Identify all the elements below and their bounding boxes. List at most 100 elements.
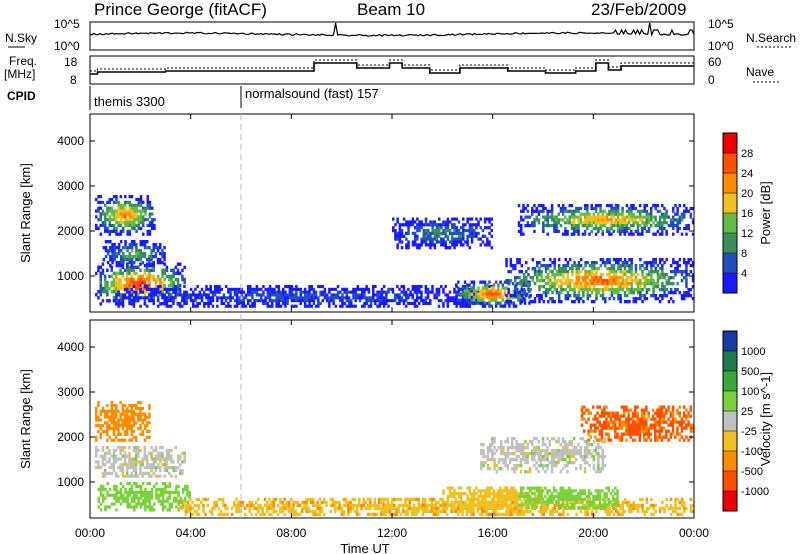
scatter-cell bbox=[539, 506, 543, 510]
scatter-cell bbox=[287, 503, 291, 508]
scatter-cell bbox=[438, 226, 441, 230]
scatter-cell bbox=[577, 224, 580, 228]
scatter-cell bbox=[139, 493, 143, 497]
scatter-cell bbox=[496, 506, 499, 511]
scatter-cell bbox=[577, 276, 581, 280]
scatter-cell bbox=[475, 299, 478, 303]
scatter-cell bbox=[486, 237, 489, 241]
scatter-cell bbox=[117, 206, 120, 210]
scatter-cell bbox=[146, 218, 149, 222]
scatter-cell bbox=[137, 412, 140, 416]
scatter-cell bbox=[538, 267, 541, 271]
scatter-cell bbox=[643, 209, 646, 213]
scatter-cell bbox=[128, 487, 132, 492]
scatter-cell bbox=[347, 509, 350, 514]
noise-right-tick-low: 10^0 bbox=[708, 39, 734, 53]
scatter-cell bbox=[288, 285, 292, 289]
scatter-cell bbox=[621, 279, 625, 283]
scatter-cell bbox=[661, 285, 664, 289]
scatter-cell bbox=[667, 282, 671, 286]
scatter-cell bbox=[179, 290, 182, 294]
scatter-cell bbox=[399, 512, 403, 517]
scatter-cell bbox=[99, 493, 103, 497]
scatter-cell bbox=[314, 509, 317, 514]
scatter-cell bbox=[143, 271, 147, 276]
scatter-cell bbox=[437, 509, 440, 514]
scatter-cell bbox=[669, 297, 673, 301]
scatter-cell bbox=[362, 497, 365, 502]
scatter-cell bbox=[108, 466, 111, 470]
scatter-cell bbox=[119, 490, 123, 494]
scatter-cell bbox=[533, 497, 536, 501]
scatter-cell bbox=[130, 243, 134, 247]
scatter-cell bbox=[261, 509, 264, 514]
scatter-cell bbox=[553, 215, 556, 219]
scatter-cell bbox=[110, 502, 114, 506]
scatter-cell bbox=[463, 295, 467, 299]
scatter-cell bbox=[150, 264, 153, 268]
scatter-cell bbox=[203, 290, 206, 294]
scatter-cell bbox=[645, 229, 649, 233]
scatter-cell bbox=[623, 258, 627, 262]
scatter-cell bbox=[235, 509, 238, 514]
scatter-cell bbox=[464, 240, 467, 244]
scatter-cell bbox=[323, 290, 327, 294]
scatter-cell bbox=[196, 285, 199, 289]
scatter-cell bbox=[669, 221, 673, 225]
cpid-segment-1: normalsound (fast) 157 bbox=[245, 86, 379, 101]
scatter-cell bbox=[519, 301, 522, 305]
scatter-cell bbox=[377, 506, 381, 511]
scatter-cell bbox=[461, 292, 465, 296]
scatter-cell bbox=[161, 496, 165, 500]
scatter-cell bbox=[472, 280, 476, 284]
scatter-cell bbox=[282, 290, 285, 294]
scatter-cell bbox=[477, 301, 480, 305]
scatter-cell bbox=[588, 273, 592, 277]
scatter-cell bbox=[146, 493, 149, 497]
scatter-cell bbox=[529, 300, 532, 304]
scatter-cell bbox=[342, 503, 346, 508]
scatter-cell bbox=[691, 261, 695, 265]
scatter-cell bbox=[487, 512, 491, 517]
scatter-cell bbox=[678, 258, 682, 262]
scatter-cell bbox=[466, 234, 469, 238]
scatter-cell bbox=[490, 289, 493, 293]
scatter-cell bbox=[528, 494, 532, 498]
scatter-cell bbox=[133, 226, 136, 230]
scatter-cell bbox=[112, 409, 116, 413]
scatter-cell bbox=[408, 500, 412, 505]
scatter-cell bbox=[472, 295, 476, 299]
scatter-cell bbox=[479, 237, 482, 241]
scatter-cell bbox=[503, 486, 507, 490]
scatter-cell bbox=[237, 506, 240, 511]
scatter-cell bbox=[152, 448, 155, 453]
scatter-cell bbox=[597, 229, 600, 233]
scatter-cell bbox=[511, 264, 515, 268]
scatter-cell bbox=[259, 503, 262, 508]
scatter-cell bbox=[157, 496, 160, 500]
scatter-cell bbox=[488, 220, 491, 224]
scatter-cell bbox=[413, 301, 417, 305]
scatter-cell bbox=[490, 506, 493, 510]
scatter-cell bbox=[146, 490, 149, 494]
scatter-cell bbox=[596, 492, 600, 496]
scatter-cell bbox=[588, 215, 591, 219]
scatter-cell bbox=[616, 218, 620, 222]
scatter-cell bbox=[433, 220, 437, 224]
scatter-cell bbox=[290, 299, 294, 303]
scatter-cell bbox=[559, 489, 562, 493]
scatter-cell bbox=[542, 291, 546, 295]
scatter-cell bbox=[154, 255, 158, 259]
scatter-cell bbox=[130, 261, 134, 265]
scatter-cell bbox=[97, 403, 100, 408]
scatter-cell bbox=[115, 215, 118, 219]
scatter-cell bbox=[560, 270, 563, 274]
scatter-cell bbox=[249, 299, 252, 303]
scatter-cell bbox=[548, 209, 552, 213]
scatter-cell bbox=[630, 261, 633, 265]
scatter-cell bbox=[610, 282, 614, 286]
scatter-cell bbox=[421, 506, 425, 511]
scatter-cell bbox=[674, 270, 677, 274]
scatter-cell bbox=[396, 217, 399, 221]
scatter-cell bbox=[235, 497, 238, 502]
